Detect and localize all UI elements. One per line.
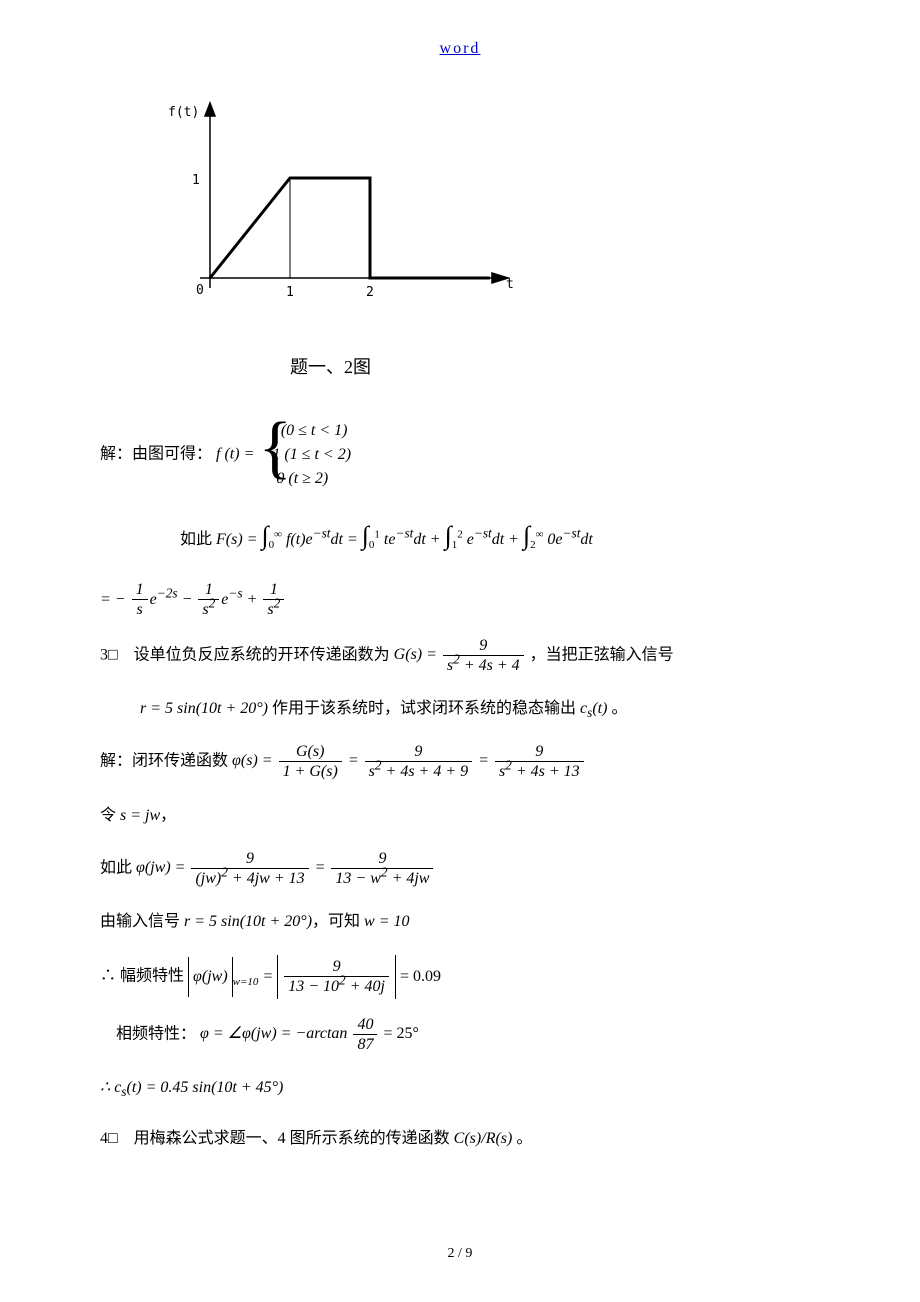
figure-caption: 题一、2图 [290, 353, 820, 379]
phase-val: = 25° [383, 1025, 418, 1042]
f-eq: f (t) = [216, 446, 258, 463]
line-cs: ∴ cs(t) = 0.45 sin(10t + 45°) [100, 1070, 820, 1105]
line-piecewise: 解：由图可得： f (t) = { t (0 ≤ t < 1) 1 (1 ≤ t… [100, 419, 820, 491]
phase-prefix: 相频特性： [100, 1025, 196, 1042]
rushi2: 如此 [100, 859, 136, 876]
q3-prefix: 3□ 设单位负反应系统的开环传递函数为 [100, 646, 390, 663]
line-amplitude: ∴ 幅频特性 φ(jw)w=10 = 913 − 102 + 40j = 0.0… [100, 955, 820, 998]
tick-y1: 1 [192, 173, 200, 188]
q3-line1: 3□ 设单位负反应系统的开环传递函数为 G(s) = 9s2 + 4s + 4 … [100, 636, 820, 675]
line-let-s: 令 s = jw， [100, 798, 820, 833]
q3-line2: r = 5 sin(10t + 20°) 作用于该系统时，试求闭环系统的稳态输出… [140, 691, 820, 726]
q3-line2b: 作用于该系统时，试求闭环系统的稳态输出 [272, 700, 580, 717]
line-phase: 相频特性： φ = ∠φ(jw) = −arctan 4087 = 25° [100, 1015, 820, 1054]
tick-2: 2 [366, 285, 374, 300]
q3-line2c: 。 [611, 700, 627, 717]
page: word 0 1 [0, 0, 920, 1302]
ylabel: f(t) [168, 105, 199, 120]
line-phi-jw: 如此 φ(jw) = 9(jw)2 + 4jw + 13 = 913 − w2 … [100, 849, 820, 888]
line-Fs-result: = − 1se−2s − 1s2e−s + 1s2 [100, 580, 820, 619]
sol2-prefix: 解：闭环传递函数 [100, 752, 232, 769]
line-input: 由输入信号 r = 5 sin(10t + 20°)，可知 w = 10 [100, 904, 820, 939]
q3-suffix: ，当把正弦输入信号 [530, 646, 674, 663]
sol-prefix: 解：由图可得： [100, 446, 212, 463]
amp-prefix: ∴ 幅频特性 [100, 968, 188, 985]
line-Fs-integral: 如此 F(s) = ∫0∞ f(t)e−stdt = ∫01 te−stdt +… [180, 507, 820, 564]
plot-svg: 0 1 2 1 t f(t) [160, 98, 520, 328]
q4-line: 4□ 用梅森公式求题一、4 图所示系统的传递函数 C(s)/R(s) 。 [100, 1121, 820, 1156]
line-phis: 解：闭环传递函数 φ(s) = G(s)1 + G(s) = 9s2 + 4s … [100, 742, 820, 781]
xlabel: t [506, 277, 514, 292]
tick-0: 0 [196, 283, 204, 298]
figure-plot: 0 1 2 1 t f(t) 题一、2图 [160, 98, 820, 379]
tick-1: 1 [286, 285, 294, 300]
rushi: 如此 [180, 531, 212, 548]
amp-val: = 0.09 [400, 968, 441, 985]
piecewise-brace: { t (0 ≤ t < 1) 1 (1 ≤ t < 2) 0 (t ≥ 2) [258, 419, 351, 491]
page-footer: 2 / 9 [0, 1246, 920, 1262]
header-word-link[interactable]: word [100, 40, 820, 58]
